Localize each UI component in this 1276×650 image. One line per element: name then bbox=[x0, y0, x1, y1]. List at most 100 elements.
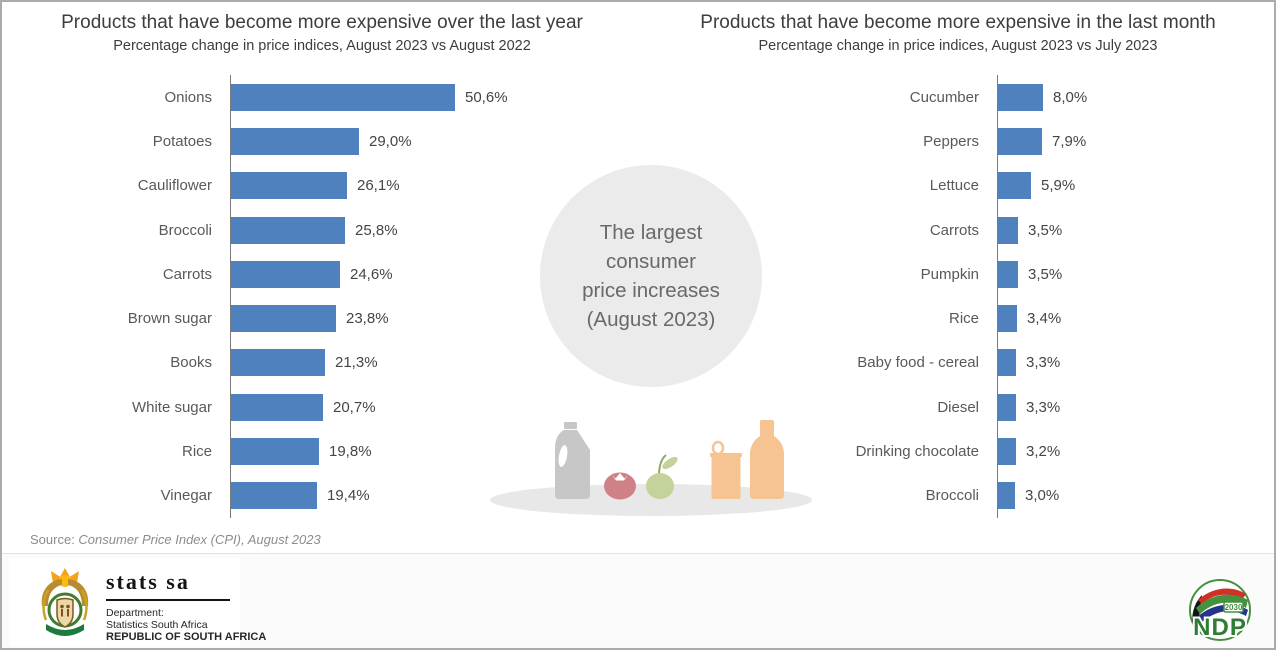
value-label: 21,3% bbox=[335, 354, 378, 372]
chart-row: Vinegar 19,4% bbox=[22, 473, 628, 518]
bar bbox=[998, 127, 1042, 155]
milk-jug-icon bbox=[555, 422, 590, 499]
value-label: 19,8% bbox=[329, 443, 372, 461]
bar-zone: 3,4% bbox=[997, 296, 1262, 341]
bar bbox=[998, 438, 1016, 466]
bar bbox=[231, 172, 347, 200]
canned-food-icon bbox=[710, 440, 742, 499]
bar bbox=[998, 83, 1043, 111]
statssa-dept-line1: Department: bbox=[106, 607, 164, 619]
callout-line: The largest bbox=[599, 221, 703, 244]
ndp-2030-logo: 2030 NDP bbox=[1189, 579, 1251, 643]
chart-row: Brown sugar 23,8% bbox=[22, 296, 628, 341]
category-label: Cauliflower bbox=[137, 177, 212, 195]
bar bbox=[231, 393, 323, 421]
category-label: Pumpkin bbox=[920, 265, 979, 283]
value-label: 5,9% bbox=[1041, 177, 1076, 195]
chart-row: Potatoes 29,0% bbox=[22, 119, 628, 164]
bar bbox=[998, 305, 1017, 333]
tomato-icon bbox=[604, 472, 636, 500]
category-label: Potatoes bbox=[152, 132, 212, 150]
bar bbox=[998, 482, 1015, 510]
category-label: Books bbox=[170, 354, 212, 372]
bar bbox=[998, 349, 1016, 377]
chart-row: Drinking chocolate 3,2% bbox=[790, 429, 1262, 474]
category-label: Peppers bbox=[923, 132, 979, 150]
bar bbox=[231, 216, 345, 244]
bar-zone: 29,0% bbox=[230, 119, 628, 164]
chart-row: Pumpkin 3,5% bbox=[790, 252, 1262, 297]
value-label: 3,5% bbox=[1028, 221, 1063, 239]
bar-zone: 25,8% bbox=[230, 207, 628, 253]
category-label: Onions bbox=[164, 88, 212, 106]
category-label: Brown sugar bbox=[127, 310, 212, 328]
chart-row: Broccoli 25,8% bbox=[22, 207, 628, 253]
statssa-rule bbox=[106, 599, 230, 601]
grocery-icons-group bbox=[490, 420, 812, 516]
category-label: Carrots bbox=[162, 265, 212, 283]
bar bbox=[998, 260, 1018, 288]
bar-zone: 23,8% bbox=[230, 296, 628, 341]
chart-row: Rice 19,8% bbox=[22, 429, 628, 474]
category-label: Vinegar bbox=[160, 487, 212, 505]
chart-row: Carrots 24,6% bbox=[22, 252, 628, 297]
bar-zone: 3,3% bbox=[997, 340, 1262, 386]
chart-row: Cauliflower 26,1% bbox=[22, 163, 628, 208]
value-label: 8,0% bbox=[1053, 88, 1088, 106]
value-label: 3,4% bbox=[1027, 310, 1062, 328]
bottle-icon bbox=[750, 420, 784, 499]
value-label: 29,0% bbox=[369, 132, 412, 150]
chart-row: Carrots 3,5% bbox=[790, 207, 1262, 253]
bar-zone: 3,3% bbox=[997, 385, 1262, 430]
chart-row: Books 21,3% bbox=[22, 340, 628, 386]
bar-zone: 3,5% bbox=[997, 252, 1262, 297]
bar bbox=[231, 127, 359, 155]
bar bbox=[998, 216, 1018, 244]
value-label: 24,6% bbox=[350, 265, 393, 283]
source-citation: Consumer Price Index (CPI), August 2023 bbox=[78, 532, 321, 547]
bar-zone: 20,7% bbox=[230, 385, 628, 430]
chart-row: Lettuce 5,9% bbox=[790, 163, 1262, 208]
category-label: Rice bbox=[181, 443, 212, 461]
category-label: Cucumber bbox=[909, 88, 979, 106]
value-label: 26,1% bbox=[357, 177, 400, 195]
value-label: 3,0% bbox=[1025, 487, 1060, 505]
bar bbox=[998, 172, 1031, 200]
bar-zone: 3,0% bbox=[997, 473, 1262, 518]
apple-icon bbox=[646, 454, 678, 499]
value-label: 3,2% bbox=[1026, 443, 1061, 461]
category-label: Rice bbox=[948, 310, 979, 328]
value-label: 7,9% bbox=[1052, 132, 1087, 150]
callout-line: price increases bbox=[582, 279, 720, 302]
bar-zone: 7,9% bbox=[997, 119, 1262, 164]
chart-row: White sugar 20,7% bbox=[22, 385, 628, 430]
category-label: Lettuce bbox=[929, 177, 979, 195]
center-callout-circle: The largest consumer price increases (Au… bbox=[540, 165, 762, 387]
bar-zone: 50,6% bbox=[230, 75, 628, 120]
statssa-wordmark-block: stats sa Department: Statistics South Af… bbox=[106, 569, 266, 643]
statssa-wordmark: stats sa bbox=[106, 569, 190, 594]
footer-divider bbox=[2, 553, 1274, 554]
statssa-dept-line3: REPUBLIC OF SOUTH AFRICA bbox=[106, 631, 267, 643]
chart-row: Baby food - cereal 3,3% bbox=[790, 340, 1262, 386]
coat-of-arms-logo bbox=[41, 568, 89, 636]
left-bar-chart: Onions 50,6% Potatoes 29,0% Cauliflower 26,1%… bbox=[22, 75, 628, 518]
category-label: Drinking chocolate bbox=[855, 443, 979, 461]
bar-zone: 19,8% bbox=[230, 429, 628, 474]
right-chart-title: Products that have become more expensive… bbox=[700, 12, 1216, 33]
category-label: Broccoli bbox=[925, 487, 979, 505]
value-label: 19,4% bbox=[327, 487, 370, 505]
statssa-dept-line2: Statistics South Africa bbox=[106, 619, 208, 631]
value-label: 25,8% bbox=[355, 221, 398, 239]
right-bar-chart: Cucumber 8,0% Peppers 7,9% Lettuce 5,9% Carrot… bbox=[790, 75, 1262, 518]
value-label: 3,3% bbox=[1026, 354, 1061, 372]
callout-line: (August 2023) bbox=[586, 308, 716, 331]
value-label: 3,3% bbox=[1026, 398, 1061, 416]
chart-row: Rice 3,4% bbox=[790, 296, 1262, 341]
callout-line: consumer bbox=[605, 250, 696, 273]
category-label: Diesel bbox=[937, 398, 979, 416]
bar bbox=[231, 438, 319, 466]
category-label: Baby food - cereal bbox=[857, 354, 979, 372]
bar-zone: 3,2% bbox=[997, 429, 1262, 474]
